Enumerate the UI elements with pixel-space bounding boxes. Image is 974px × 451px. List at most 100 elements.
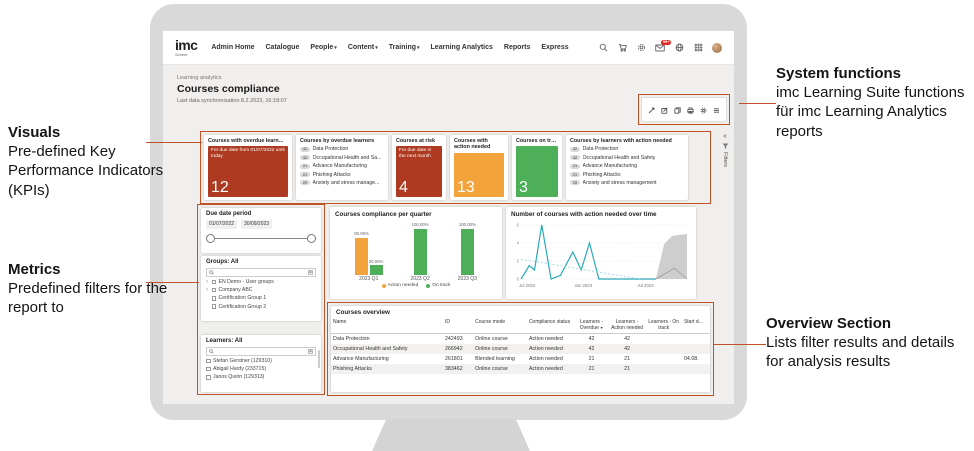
col-header-start-d[interactable]: Start d... <box>681 318 710 334</box>
legend-on-track[interactable]: On track <box>426 283 450 288</box>
col-header-course-mode[interactable]: Course mode <box>473 318 527 334</box>
col-header-compliance-status[interactable]: Compliance status <box>526 318 575 334</box>
kpi-card-courses-at-risk[interactable]: Courses at risk For due date in the next … <box>392 135 446 200</box>
cell-course-mode: Online course <box>475 335 508 342</box>
cell-learners-action-needed: 42 <box>624 345 631 352</box>
slider-handle-left[interactable] <box>206 233 215 243</box>
kpi-list-item[interactable]: 42 Data Protection <box>300 146 384 152</box>
sort-icon[interactable]: ▼ <box>598 326 604 331</box>
slider-handle-right[interactable] <box>307 233 316 243</box>
kpi-value: 12 <box>211 178 229 196</box>
count-badge: 20 <box>570 180 580 186</box>
kpi-list-item[interactable]: 42 Occupational Health and Sa... <box>300 155 384 161</box>
due-date-to[interactable]: 30/09/2023 <box>241 219 273 229</box>
nav-menu: Admin Home Catalogue People▾ Content▾ Traini… <box>211 44 568 51</box>
filters-rail-label[interactable]: Filters <box>722 152 728 167</box>
checkbox[interactable] <box>211 304 216 309</box>
cell-learners-overdue: 42 <box>588 345 595 352</box>
learners-search-input[interactable]: ▣ <box>206 346 316 356</box>
kpi-value: 3 <box>519 178 528 196</box>
table-row-data-protection[interactable]: Data Protection 242493 Online course Action… <box>331 333 710 344</box>
kpi-list-item[interactable]: 21 Advance Manufacturing <box>570 163 684 169</box>
share-icon[interactable] <box>648 101 655 119</box>
group-item-en-demo-user-groups[interactable]: › EN Demo - User groups <box>206 279 316 285</box>
checkbox[interactable] <box>211 279 216 285</box>
cart-icon[interactable] <box>617 43 627 53</box>
kpi-card-courses-on-track[interactable]: Courses on track 3 <box>512 135 562 200</box>
nav-item-people[interactable]: People▾ <box>310 44 337 51</box>
apps-grid-icon[interactable] <box>693 43 703 53</box>
col-header-name[interactable]: Name <box>331 318 443 334</box>
group-item-company-abc[interactable]: › Company ABC <box>206 287 316 293</box>
expand-icon[interactable]: › <box>206 287 208 294</box>
nav-item-learning-analytics[interactable]: Learning Analytics <box>430 44 493 51</box>
bar-on-track[interactable]: 20.00% <box>369 259 383 275</box>
copy-icon[interactable] <box>674 101 681 119</box>
checkbox[interactable] <box>206 358 211 364</box>
learner-item-stefan-gerstner-129310[interactable]: Stefan Gerstner (129310) <box>206 358 316 364</box>
nav-item-training[interactable]: Training▾ <box>388 44 420 51</box>
expand-icon[interactable]: › <box>206 279 208 285</box>
print-icon[interactable] <box>687 101 694 119</box>
edit-icon[interactable] <box>661 101 668 119</box>
kpi-card-courses-by-learners-with-action-needed[interactable]: Courses by learners with action needed 42… <box>566 135 688 200</box>
settings-icon[interactable] <box>700 101 707 119</box>
nav-item-catalogue[interactable]: Catalogue <box>265 44 300 51</box>
settings-icon[interactable] <box>636 43 646 53</box>
checkbox[interactable] <box>206 375 211 380</box>
col-header-learners-action-needed[interactable]: Learners - Action needed <box>608 318 646 334</box>
imc-logo[interactable]: imc Scheer <box>175 38 198 57</box>
learner-item-abigail-hardy-233715[interactable]: Abigail Hardy (233715) <box>206 366 316 372</box>
table-row-phishing-attacks[interactable]: Phishing Attacks 383462 Online course Actio… <box>331 363 710 374</box>
scrollbar[interactable] <box>317 350 320 368</box>
search-icon[interactable] <box>598 43 608 53</box>
checkbox[interactable] <box>211 287 216 293</box>
cell-course-mode: Online course <box>475 345 508 352</box>
menu-icon[interactable] <box>713 101 720 119</box>
learners-filter-title: Learners: All <box>206 338 243 344</box>
nav-item-express[interactable]: Express <box>541 44 569 51</box>
kpi-annotation-box: Courses with overdue learn... For due dat… <box>200 131 711 204</box>
kpi-card-courses-with-overdue-learn[interactable]: Courses with overdue learn... For due dat… <box>204 135 292 200</box>
avatar[interactable] <box>712 42 722 53</box>
collapse-rail-icon[interactable]: « <box>723 133 727 140</box>
kpi-list-item[interactable]: 42 Occupational Health and Safety <box>570 155 684 161</box>
nav-item-reports[interactable]: Reports <box>503 44 531 51</box>
kpi-list-item[interactable]: 21 Phishing Attacks <box>300 172 384 178</box>
breadcrumb[interactable]: Learning analytics <box>177 75 222 81</box>
nav-item-content[interactable]: Content▾ <box>347 44 378 51</box>
col-header-id[interactable]: ID <box>442 318 474 334</box>
globe-icon[interactable] <box>674 43 684 53</box>
bar-on-track[interactable]: 100.00% <box>459 222 476 275</box>
learner-item-janos-quirin-129313[interactable]: Janos Quirin (129313) <box>206 374 316 380</box>
group-item-certification-group-1[interactable]: Certification Group 1 <box>206 295 316 301</box>
col-header-learners-overdue[interactable]: Learners - Overdue ▼ <box>574 318 609 334</box>
bar-on-track[interactable]: 100.00% <box>412 222 429 275</box>
funnel-icon[interactable] <box>722 143 729 149</box>
groups-search-input[interactable]: ▣ <box>206 267 316 277</box>
group-label: Company ABC <box>218 287 253 294</box>
kpi-caption: For due date in the next month <box>399 148 432 160</box>
table-row-advance-manufacturing[interactable]: Advance Manufacturing 261801 Blended learn… <box>331 354 710 364</box>
checkbox[interactable] <box>206 366 211 372</box>
kpi-card-courses-by-overdue-learners[interactable]: Courses by overdue learners 42 Data Protec… <box>296 135 388 200</box>
kpi-card-courses-with-action-needed[interactable]: Courses with action needed 13 <box>450 135 508 200</box>
due-date-from[interactable]: 01/07/2022 <box>206 219 238 229</box>
monitor-screen: imc Scheer Admin Home Catalogue People▾ Con… <box>163 31 734 404</box>
nav-item-admin-home[interactable]: Admin Home <box>211 44 255 51</box>
group-item-certification-group-2[interactable]: Certification Group 2 <box>206 304 316 310</box>
kpi-list-item[interactable]: 20 Anxiety and stress manage... <box>300 180 384 186</box>
kpi-list-item[interactable]: 42 Data Protection <box>570 146 684 152</box>
messages-icon[interactable]: 99+ <box>655 39 671 53</box>
kpi-list-item[interactable]: 20 Anxiety and stress management <box>570 180 684 186</box>
kpi-list-item[interactable]: 21 Advance Manufacturing <box>300 163 384 169</box>
bar-group: 80.00% 20.00% <box>354 221 383 275</box>
kpi-list-item[interactable]: 21 Phishing Attacks <box>570 172 684 178</box>
clear-icon[interactable]: ▣ <box>308 348 313 354</box>
bar-action-needed[interactable]: 80.00% <box>354 231 369 275</box>
legend-action-needed[interactable]: Action needed <box>381 283 418 288</box>
checkbox[interactable] <box>211 296 216 301</box>
table-row-occupational-health-and-safety[interactable]: Occupational Health and Safety 266942 Onli… <box>331 343 710 354</box>
clear-icon[interactable]: ▣ <box>308 269 313 275</box>
col-header-learners-on-track[interactable]: Learners - On track <box>645 318 682 334</box>
